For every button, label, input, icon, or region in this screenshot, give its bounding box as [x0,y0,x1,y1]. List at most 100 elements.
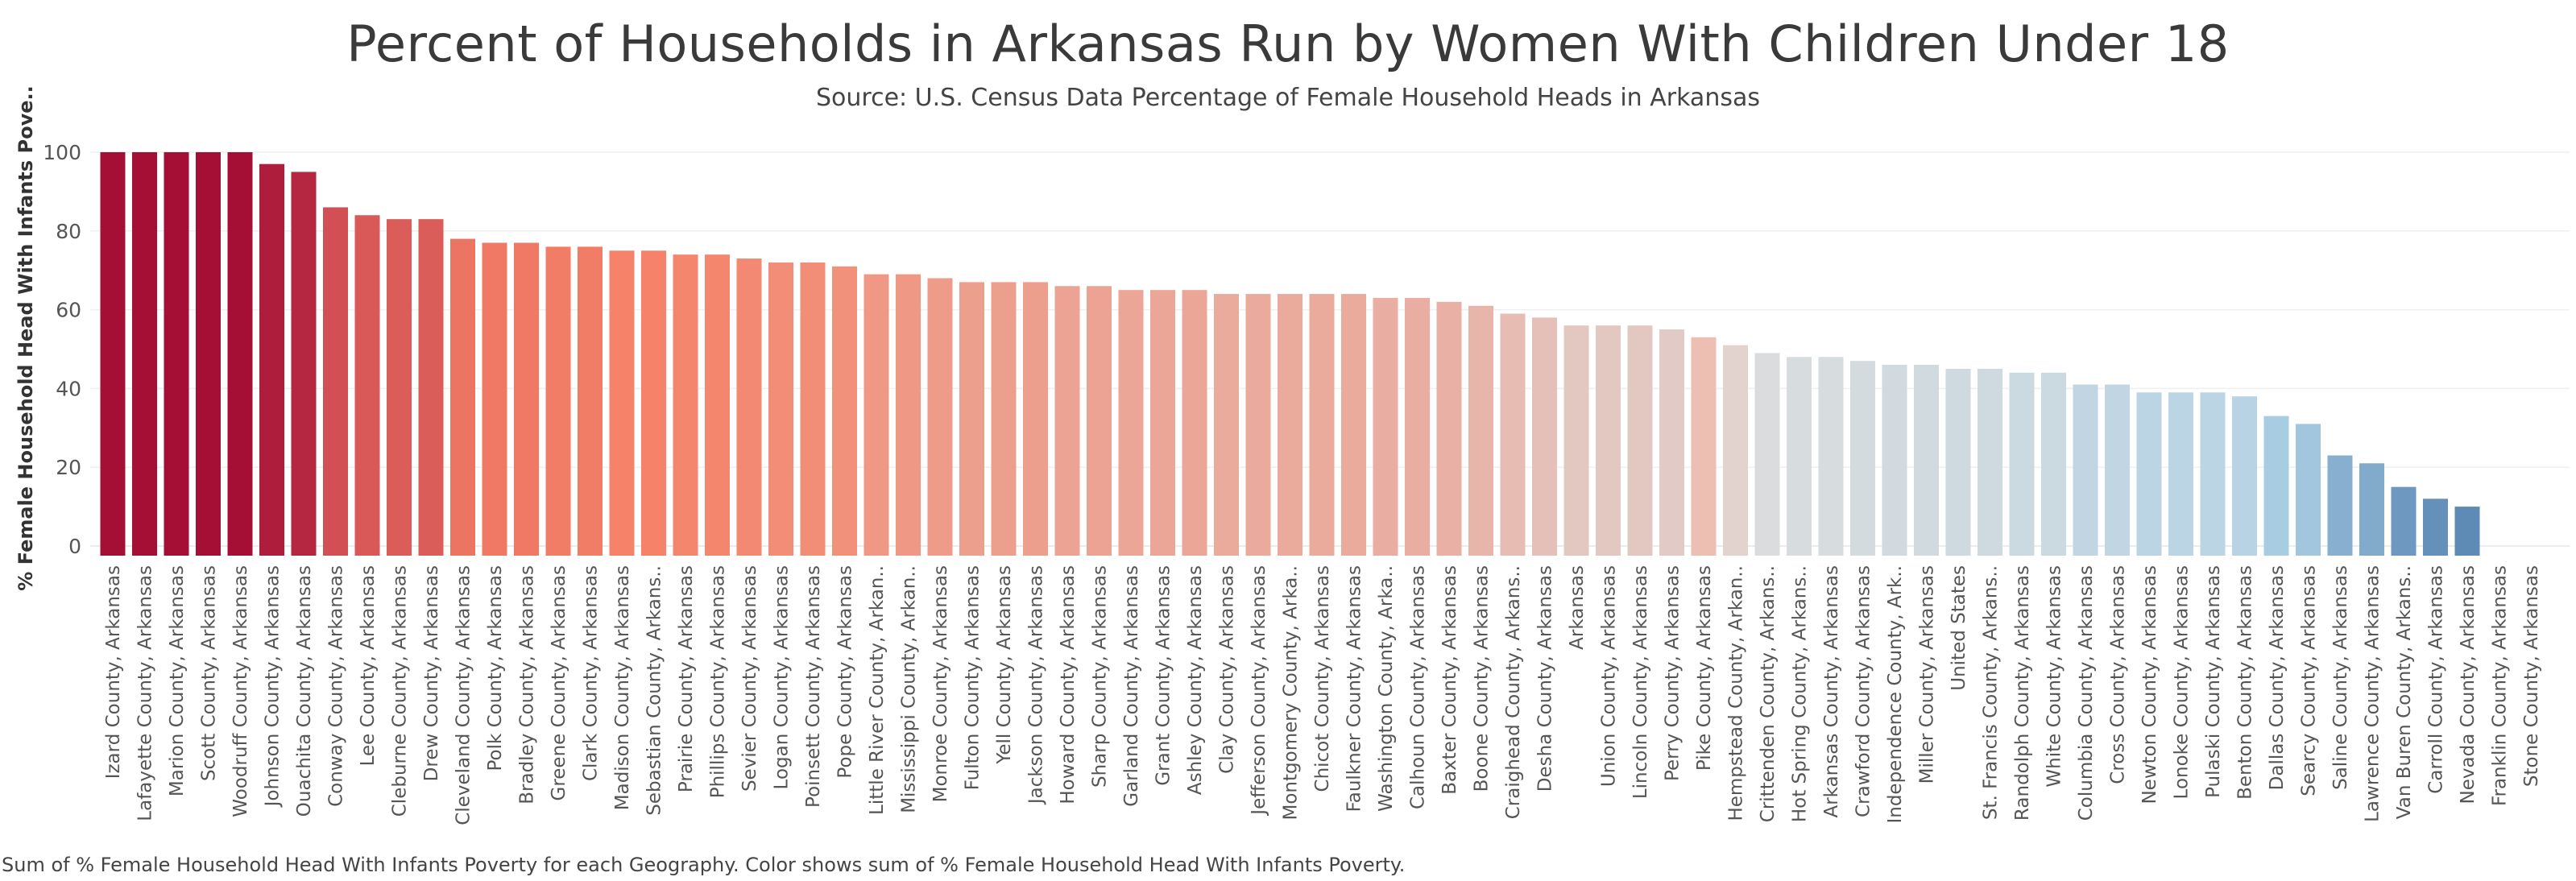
x-tick-label: Sebastian County, Arkans.. [644,565,665,816]
bar[interactable] [354,215,380,556]
bar[interactable] [2359,463,2384,556]
bar[interactable] [800,262,826,556]
bar[interactable] [1882,365,1907,556]
y-axis-ticks: 0 20 40 60 80 100 [43,141,81,558]
x-tick-label: Pulaski County, Arkansas [2203,565,2224,798]
bar[interactable] [641,250,666,556]
bar[interactable] [673,254,698,556]
bar[interactable] [1150,290,1175,556]
bar[interactable] [1468,305,1493,556]
x-tick-label: Fulton County, Arkansas [963,565,984,790]
bar[interactable] [2296,424,2321,556]
bar[interactable] [1627,325,1653,556]
bar[interactable] [227,152,253,556]
x-tick-label: Faulkner County, Arkansas [1344,565,1365,812]
x-tick-label: Phillips County, Arkansas [708,565,729,798]
bar[interactable] [2454,507,2480,556]
bar[interactable] [1405,297,1430,556]
x-tick-label: Greene County, Arkansas [549,565,569,801]
bar[interactable] [1087,286,1112,556]
bar[interactable] [736,259,762,556]
bar[interactable] [418,219,444,556]
x-tick-label: Izard County, Arkansas [103,565,124,779]
bar[interactable] [2232,396,2257,556]
bar[interactable] [1691,337,1717,556]
bar[interactable] [1278,294,1302,556]
bar[interactable] [1023,282,1048,556]
bar[interactable] [387,219,412,556]
bar[interactable] [100,152,126,556]
bar[interactable] [2105,384,2130,556]
x-tick-label: Sharp County, Arkansas [1090,565,1111,788]
bar[interactable] [164,152,189,556]
x-tick-label: Mississippi County, Arkan.. [899,565,920,813]
bar[interactable] [1723,345,1748,556]
bar[interactable] [1850,361,1875,556]
bar[interactable] [1945,368,1971,556]
bar[interactable] [1245,294,1271,556]
x-tick-label: Hot Spring County, Arkans.. [1790,565,1811,822]
x-tick-label: Madison County, Arkansas [612,565,633,810]
bar[interactable] [2327,455,2353,556]
bar[interactable] [514,242,539,556]
bar[interactable] [1754,353,1780,556]
bar[interactable] [1309,294,1335,556]
bar[interactable] [2073,384,2098,556]
bar[interactable] [927,278,953,556]
x-tick-label: St. Francis County, Arkans.. [1981,565,2002,820]
bar[interactable] [323,207,348,556]
bar[interactable] [1054,286,1080,556]
bar[interactable] [291,172,317,556]
bar[interactable] [1500,313,1526,556]
bar[interactable] [132,152,157,556]
x-tick-label: Grant County, Arkansas [1153,565,1174,786]
x-tick-label: Columbia County, Arkansas [2076,565,2097,821]
bar[interactable] [1341,294,1366,556]
x-tick-label: Union County, Arkansas [1599,565,1620,787]
bar[interactable] [2263,416,2289,556]
bar[interactable] [1182,290,1207,556]
bar[interactable] [1214,294,1239,556]
y-tick-label: 20 [56,456,81,479]
bar[interactable] [482,242,507,556]
bar[interactable] [991,282,1017,556]
x-tick-label: Jackson County, Arkansas [1026,565,1047,805]
bar[interactable] [1373,297,1398,556]
bar[interactable] [578,246,603,556]
bar[interactable] [2041,372,2066,556]
bar[interactable] [259,163,284,556]
x-tick-label: Cleveland County, Arkansas [453,565,474,825]
bar[interactable] [832,266,857,556]
x-tick-label: Lonoke County, Arkansas [2172,565,2193,799]
bar[interactable] [863,274,889,556]
x-tick-label: Stone County, Arkansas [2521,565,2542,787]
bar[interactable] [1596,325,1621,556]
bar[interactable] [1818,357,1844,556]
bar[interactable] [2200,392,2226,556]
x-tick-label: Saline County, Arkansas [2330,565,2351,790]
bar[interactable] [2009,372,2035,556]
bar[interactable] [1978,368,2002,556]
bar[interactable] [1436,301,1462,556]
y-axis-label: % Female Household Head With Infants Pov… [14,85,37,591]
bar[interactable] [2391,486,2417,556]
bar[interactable] [1787,357,1812,556]
bar[interactable] [450,238,475,556]
bar[interactable] [1563,325,1589,556]
bar[interactable] [1914,365,1939,556]
bar[interactable] [2136,392,2162,556]
bar[interactable] [196,152,221,556]
bar[interactable] [705,254,730,556]
bar[interactable] [1532,317,1557,556]
bar[interactable] [2423,498,2448,556]
bar[interactable] [768,262,793,556]
bar[interactable] [545,246,571,556]
bar[interactable] [1659,329,1684,556]
bar[interactable] [959,282,984,556]
x-tick-label: Crawford County, Arkansas [1853,565,1874,817]
bar[interactable] [609,250,635,556]
x-tick-label: United States [1949,565,1969,691]
bar[interactable] [896,274,921,556]
bar[interactable] [2168,392,2193,556]
bar[interactable] [1118,290,1144,556]
